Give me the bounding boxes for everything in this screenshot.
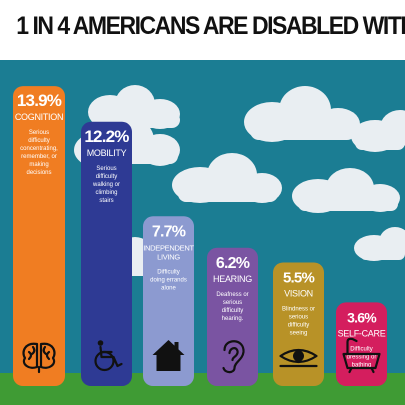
value-label: 5.5% bbox=[283, 270, 314, 287]
category-label: HEARING bbox=[213, 274, 252, 284]
bar-group-vision: 5.5% VISION Blindness or serious difficulty s… bbox=[273, 262, 324, 386]
house-icon bbox=[152, 340, 185, 371]
cloud bbox=[172, 153, 282, 203]
wheelchair-icon bbox=[94, 340, 123, 372]
bar-group-independent-living: 7.7% INDEPENDENT LIVING Difficulty doing err… bbox=[143, 216, 195, 386]
description-label: Blindness or serious difficulty seeing bbox=[282, 307, 315, 337]
category-label: INDEPENDENT LIVING bbox=[143, 243, 194, 261]
clouds bbox=[74, 85, 405, 277]
bar-group-self-care: 3.6% SELF-CARE Difficulty dressing or bathin… bbox=[336, 302, 387, 386]
description-label: Serious difficulty walking or climbing stair… bbox=[92, 166, 120, 204]
bar-self-care bbox=[336, 302, 387, 386]
bar-group-cognition: 13.9% COGNITION Serious difficulty concentra… bbox=[13, 86, 65, 386]
category-label: MOBILITY bbox=[87, 148, 127, 158]
bar-cognition bbox=[13, 86, 65, 386]
cloud bbox=[244, 86, 360, 142]
value-label: 13.9% bbox=[17, 91, 62, 110]
bar-hearing bbox=[207, 247, 258, 386]
bars-group: 13.9% COGNITION Serious difficulty concentra… bbox=[13, 86, 387, 387]
description-label: Serious difficulty concentrating, remember,… bbox=[20, 130, 58, 176]
brain-icon bbox=[22, 342, 56, 374]
bar-group-mobility: 12.2% MOBILITY Serious difficulty walking or… bbox=[81, 121, 132, 387]
description-label: Difficulty doing errands alone bbox=[150, 269, 187, 291]
value-label: 3.6% bbox=[347, 309, 377, 325]
category-label: SELF-CARE bbox=[338, 328, 386, 338]
ear-icon bbox=[222, 340, 245, 374]
bar-independent-living bbox=[143, 216, 194, 386]
eye-icon bbox=[279, 348, 318, 368]
title-band bbox=[0, 0, 405, 60]
bar-vision bbox=[273, 262, 324, 386]
value-label: 7.7% bbox=[152, 223, 186, 240]
bathtub-icon bbox=[342, 337, 381, 374]
value-label: 12.2% bbox=[84, 127, 129, 146]
cloud bbox=[292, 168, 400, 213]
category-label: COGNITION bbox=[15, 112, 63, 122]
bar-mobility bbox=[81, 121, 132, 387]
chart-title: 1 IN 4 AMERICANS ARE DISABLED WITH... bbox=[16, 12, 405, 40]
category-label: VISION bbox=[284, 289, 313, 299]
cloud bbox=[354, 227, 405, 261]
description-label: Difficulty dressing or bathing bbox=[347, 346, 377, 368]
cloud bbox=[351, 110, 405, 152]
value-label: 6.2% bbox=[216, 255, 250, 272]
description-label: Deafness or serious difficulty hearing. bbox=[216, 292, 248, 322]
bar-group-hearing: 6.2% HEARING Deafness or serious difficulty h… bbox=[207, 247, 258, 386]
